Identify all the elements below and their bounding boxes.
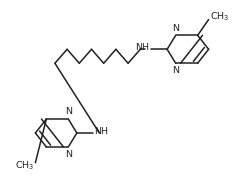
Text: N: N: [172, 66, 179, 75]
Text: N: N: [172, 24, 179, 33]
Text: NH: NH: [136, 43, 150, 52]
Text: NH: NH: [94, 127, 108, 136]
Text: N: N: [65, 107, 72, 116]
Text: N: N: [65, 150, 72, 159]
Text: CH$_3$: CH$_3$: [210, 10, 229, 23]
Text: CH$_3$: CH$_3$: [15, 159, 34, 172]
